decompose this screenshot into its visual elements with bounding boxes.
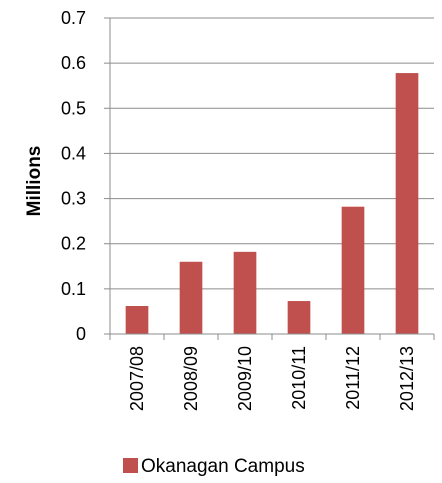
legend-label-okanagan-campus: Okanagan Campus [141, 456, 305, 477]
y-tick-label: 0.6 [61, 53, 86, 73]
bar-2010-11 [287, 301, 311, 334]
bars [125, 73, 419, 335]
bar-2009-10 [233, 251, 257, 334]
y-tick-label: 0.4 [61, 143, 86, 163]
y-tick-label: 0 [76, 324, 86, 344]
bar-2008-09 [179, 261, 203, 334]
y-tick-label: 0.1 [61, 279, 86, 299]
x-tick-label: 2012/13 [397, 346, 417, 411]
x-tick-labels: 2007/08 2008/09 2009/10 2010/11 2011/12 2012/… [127, 346, 417, 411]
y-tick-labels: 0 0.1 0.2 0.3 0.4 0.5 0.6 0.7 [61, 8, 86, 344]
bar-2011-12 [341, 206, 365, 334]
y-tick-label: 0.2 [61, 234, 86, 254]
x-tick-label: 2010/11 [289, 346, 309, 410]
y-tick-label: 0.5 [61, 98, 86, 118]
y-tick-label: 0.3 [61, 189, 86, 209]
bar-2007-08 [125, 306, 149, 334]
x-tick-label: 2011/12 [343, 346, 363, 410]
gridlines [110, 17, 434, 290]
x-tick-label: 2008/09 [181, 346, 201, 411]
bar-2012-13 [395, 73, 419, 335]
y-tick-label: 0.7 [61, 8, 86, 28]
legend: Okanagan Campus [123, 456, 305, 477]
x-tick-label: 2009/10 [235, 346, 255, 411]
y-axis-title: Millions [24, 146, 45, 217]
legend-swatch [123, 458, 138, 473]
axes [104, 17, 435, 340]
x-tick-label: 2007/08 [127, 346, 147, 411]
